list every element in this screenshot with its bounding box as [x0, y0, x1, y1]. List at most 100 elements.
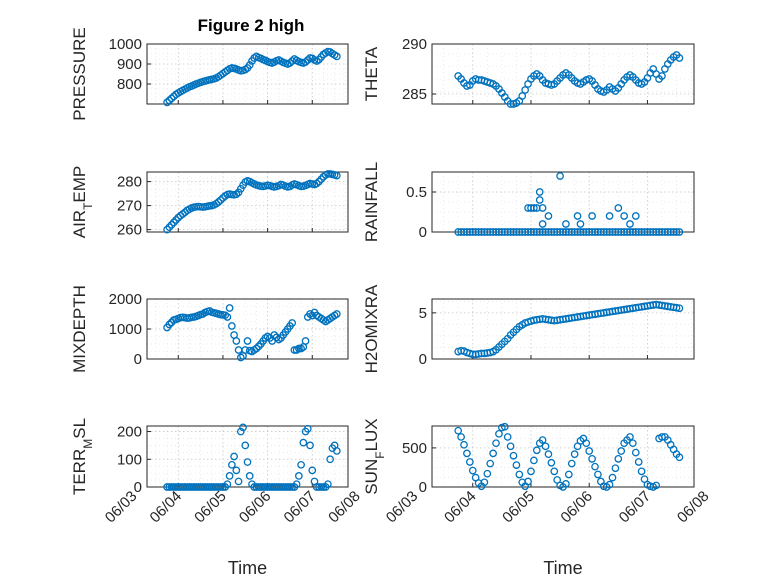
y-axis-label-subscript: F: [373, 451, 387, 458]
data-point: [521, 86, 530, 94]
data-point: [241, 441, 250, 450]
data-point: [535, 196, 544, 204]
data-point: [460, 440, 468, 449]
y-axis-label: PRESSURE: [70, 27, 89, 121]
data-point: [631, 448, 640, 457]
x-tick-label: 06/05: [191, 488, 230, 527]
y-axis-label: RAINFALL: [362, 162, 381, 242]
y-tick-label: 0: [134, 479, 142, 496]
data-series: [163, 304, 341, 362]
data-point: [172, 216, 180, 224]
data-point: [672, 228, 681, 236]
data-point: [234, 477, 243, 486]
data-point: [332, 171, 341, 180]
y-tick-label: 0: [419, 351, 427, 368]
subplot-mixdepth: 0 1000 2000 MIXDEPTH: [70, 285, 349, 373]
data-point: [605, 212, 614, 220]
data-point: [626, 433, 634, 441]
data-point: [214, 198, 223, 206]
axes-box: [431, 43, 695, 105]
data-point: [570, 450, 579, 459]
data-point: [585, 447, 594, 455]
y-axis-label-part: AIR: [70, 210, 89, 238]
x-tick-label: 06/07: [281, 488, 320, 527]
data-point: [573, 212, 582, 220]
data-point: [512, 461, 521, 469]
data-series: [454, 172, 684, 236]
data-point: [301, 58, 310, 66]
data-point: [631, 212, 640, 220]
data-point: [468, 466, 477, 475]
data-point: [535, 188, 544, 196]
data-point: [303, 424, 312, 433]
data-point: [564, 470, 573, 479]
x-tick-label: 06/08: [674, 488, 713, 527]
y-tick-label: 1000: [109, 36, 142, 53]
y-axis-label-part: SUN: [362, 459, 381, 495]
x-tick-label: 06/08: [325, 488, 364, 527]
data-point: [486, 459, 495, 468]
y-tick-label: 0.5: [406, 184, 427, 201]
data-point: [538, 204, 547, 212]
axes-box: [146, 171, 349, 233]
data-point: [225, 472, 234, 480]
figure-title: Figure 2 high: [198, 16, 305, 35]
data-point: [301, 337, 310, 345]
subplot-theta: 285 290 THETA: [362, 36, 695, 108]
y-axis-label: THETA: [362, 46, 381, 101]
data-series: [163, 170, 341, 234]
y-axis-label-part: TERR: [70, 449, 89, 495]
subplot-h2omixra: 0 5 H2OMIXRA: [362, 284, 695, 373]
data-point: [243, 458, 252, 466]
data-point: [480, 478, 489, 487]
subplot-rainfall: 0 0.5 RAINFALL: [362, 162, 695, 242]
y-tick-label: 1000: [109, 321, 142, 338]
data-series: [454, 300, 684, 359]
data-point: [675, 453, 684, 462]
data-point: [315, 177, 323, 186]
y-tick-label: 800: [117, 76, 142, 93]
y-axis-label-subscript: T: [81, 202, 95, 210]
y-tick-label: 285: [402, 86, 427, 103]
y-axis-label-part: LUX: [362, 418, 381, 451]
data-point: [675, 228, 684, 236]
data-point: [308, 466, 317, 475]
data-point: [165, 96, 174, 105]
y-tick-label: 0: [419, 224, 427, 241]
data-point: [527, 467, 535, 476]
data-point: [225, 304, 234, 312]
x-tick-label: 06/04: [441, 488, 480, 527]
y-tick-label: 0: [134, 351, 142, 368]
y-tick-label: 100: [117, 451, 142, 468]
data-point: [538, 436, 547, 444]
data-point: [216, 483, 225, 491]
data-point: [562, 220, 570, 228]
data-point: [306, 441, 314, 450]
y-axis-label-subscript: M: [81, 439, 95, 449]
data-point: [594, 470, 602, 479]
data-point: [506, 442, 515, 451]
data-point: [232, 337, 241, 345]
x-axis-label: Time: [228, 558, 267, 578]
data-series: [454, 51, 684, 108]
y-tick-label: 280: [117, 174, 142, 191]
data-point: [228, 460, 236, 469]
y-axis-label-part: EMP: [70, 166, 89, 203]
data-point: [637, 467, 646, 476]
y-axis-label: MIXDEPTH: [70, 285, 89, 373]
data-point: [576, 220, 585, 228]
data-point: [254, 342, 263, 351]
data-point: [297, 460, 305, 469]
data-point: [286, 59, 294, 67]
data-point: [620, 212, 628, 220]
data-point: [658, 72, 666, 80]
data-series: [454, 422, 684, 491]
axes-box: [146, 43, 349, 105]
data-point: [611, 464, 620, 473]
data-point: [582, 439, 591, 448]
data-point: [608, 473, 617, 482]
y-tick-label: 260: [117, 222, 142, 239]
data-point: [658, 433, 666, 441]
y-tick-label: 500: [402, 440, 427, 457]
data-point: [163, 98, 171, 107]
